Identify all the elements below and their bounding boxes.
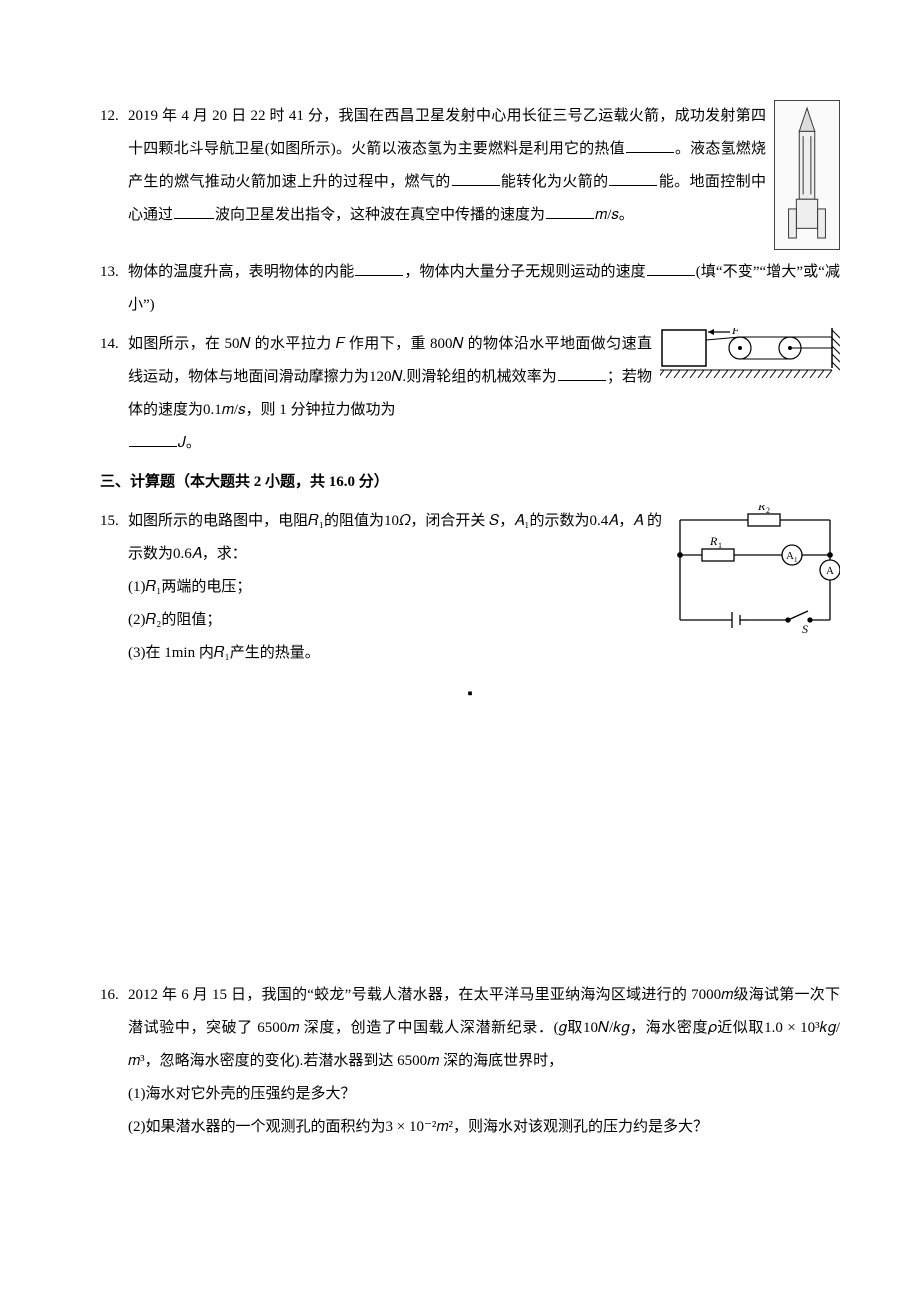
svg-text:F: F: [731, 328, 740, 337]
label-R2: R: [757, 505, 766, 513]
fill-blank[interactable]: [452, 170, 500, 186]
question-number: 15.: [100, 505, 128, 538]
question-body: 2019 年 4 月 20 日 22 时 41 分，我国在西昌卫星发射中心用长征…: [128, 100, 840, 250]
question-body: R 2 R 1 A 1 A S 如图所示的电路图中，电阻𝑅₁的阻值为10𝛺，闭合…: [128, 505, 840, 670]
section-3-title: 三、计算题（本大题共 2 小题，共 16.0 分）: [100, 466, 840, 499]
label-R1: R: [709, 534, 718, 548]
q16-lead: 2012 年 6 月 15 日，我国的“蛟龙”号载人潜水器，在太平洋马里亚纳海沟…: [128, 987, 840, 1069]
question-body: 2012 年 6 月 15 日，我国的“蛟龙”号载人潜水器，在太平洋马里亚纳海沟…: [128, 979, 840, 1144]
question-number: 13.: [100, 256, 128, 289]
pulley-figure: F: [660, 328, 840, 384]
svg-text:2: 2: [766, 506, 770, 515]
fill-blank[interactable]: [626, 137, 674, 153]
fill-blank[interactable]: [355, 260, 403, 276]
label-A: A: [826, 565, 834, 577]
label-S: S: [802, 622, 808, 635]
question-12: 12. 2019 年 4 月 20 日 22 时 41 分，我国在西昌卫星发射中…: [100, 100, 840, 250]
question-number: 14.: [100, 328, 128, 361]
question-body: 物体的温度升高，表明物体的内能，物体内大量分子无规则运动的速度(填“不变”“增大…: [128, 256, 840, 322]
svg-text:1: 1: [718, 541, 722, 550]
label-A1: A: [786, 550, 794, 562]
fill-blank[interactable]: [174, 203, 214, 219]
question-body: F 如图所示，在 50𝑁 的水平拉力 𝐹 作用下，重 800𝑁 的物体沿水平地面…: [128, 328, 840, 460]
q15-lead: 如图所示的电路图中，电阻𝑅₁的阻值为10𝛺，闭合开关 𝑆，𝐴₁的示数为0.4𝐴，…: [128, 513, 662, 562]
fill-blank[interactable]: [558, 365, 606, 381]
q13-text-1: ，物体内大量分子无规则运动的速度: [404, 264, 645, 280]
answer-space: [100, 719, 840, 979]
question-number: 12.: [100, 100, 128, 133]
question-16: 16. 2012 年 6 月 15 日，我国的“蛟龙”号载人潜水器，在太平洋马里…: [100, 979, 840, 1144]
question-number: 16.: [100, 979, 128, 1012]
page: 12. 2019 年 4 月 20 日 22 时 41 分，我国在西昌卫星发射中…: [0, 0, 920, 1302]
center-marker: ▪: [100, 678, 840, 711]
question-15: 15.: [100, 505, 840, 670]
q14-text-2: 𝐽。: [178, 435, 201, 451]
q12-text-2: 能转化为火箭的: [501, 174, 609, 190]
fill-blank[interactable]: [647, 260, 695, 276]
circuit-figure: R 2 R 1 A 1 A S: [670, 505, 840, 635]
q16-sub2: (2)如果潜水器的一个观测孔的面积约为3 × 10⁻²𝑚²，则海水对该观测孔的压…: [128, 1111, 840, 1144]
fill-blank[interactable]: [546, 203, 594, 219]
rocket-figure: [774, 100, 840, 250]
q15-sub3: (3)在 1min 内𝑅₁产生的热量。: [128, 637, 840, 670]
q12-text-5: 𝑚/𝑠。: [595, 207, 634, 223]
q13-text-0: 物体的温度升高，表明物体的内能: [128, 264, 354, 280]
question-14: 14.: [100, 328, 840, 460]
fill-blank[interactable]: [609, 170, 657, 186]
fill-blank[interactable]: [129, 431, 177, 447]
q12-text-4: 波向卫星发出指令，这种波在真空中传播的速度为: [215, 207, 545, 223]
q16-sub1: (1)海水对它外壳的压强约是多大？: [128, 1078, 840, 1111]
svg-text:1: 1: [794, 556, 798, 564]
question-13: 13. 物体的温度升高，表明物体的内能，物体内大量分子无规则运动的速度(填“不变…: [100, 256, 840, 322]
